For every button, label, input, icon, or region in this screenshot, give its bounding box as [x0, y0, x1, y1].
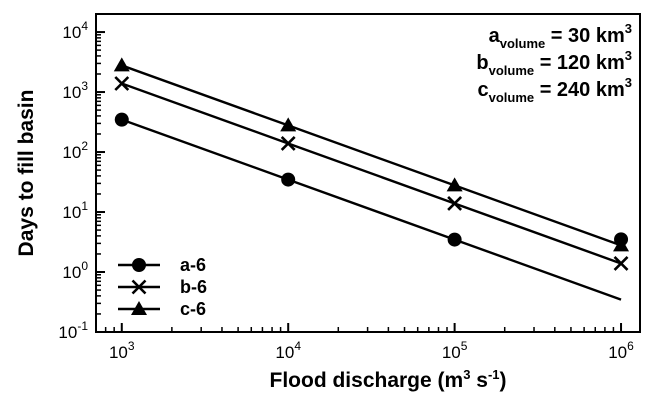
- legend-marker: [131, 301, 147, 315]
- x-axis: 103 104 105 106: [95, 323, 634, 362]
- x-axis-title: Flood discharge (m3 s-1): [270, 367, 507, 392]
- series-c-6: [113, 57, 630, 252]
- data-point: [113, 57, 130, 72]
- data-point: [114, 76, 130, 91]
- x-tick-label: 105: [442, 339, 468, 362]
- data-point: [613, 237, 630, 252]
- y-tick-label: 104: [62, 19, 88, 42]
- legend-item-a-6: a-6: [118, 255, 206, 275]
- legend-item-b-6: b-6: [118, 277, 207, 297]
- y-tick-label: 10-1: [58, 319, 88, 342]
- legend-label: a-6: [180, 255, 206, 275]
- legend-marker: [132, 258, 146, 272]
- series-line: [121, 64, 622, 247]
- legend: a-6b-6c-6: [118, 255, 207, 319]
- x-axis-title-main: Flood discharge (m: [270, 369, 464, 392]
- volume-annotation: cvolume = 240 km3: [478, 75, 633, 105]
- x-tick-label: 106: [608, 339, 634, 362]
- legend-marker: [131, 279, 147, 295]
- legend-label: b-6: [180, 277, 207, 297]
- volume-annotation: bvolume = 120 km3: [476, 48, 632, 78]
- series-layer: [113, 57, 630, 301]
- series-line: [121, 82, 622, 265]
- data-point: [447, 196, 463, 211]
- legend-label: c-6: [180, 299, 206, 319]
- data-point: [114, 112, 129, 127]
- x-axis-title-sup1: 3: [463, 367, 470, 382]
- x-axis-title-sup2: -1: [488, 367, 500, 382]
- x-tick-label: 104: [275, 339, 301, 362]
- x-axis-title-end: ): [500, 369, 507, 392]
- y-tick-label: 101: [62, 199, 88, 222]
- series-b-6: [114, 76, 629, 271]
- series-line: [121, 118, 622, 301]
- series-a-6: [114, 112, 629, 301]
- data-point: [280, 136, 296, 151]
- data-point: [446, 177, 463, 192]
- data-point: [281, 172, 296, 187]
- y-tick-label: 103: [62, 79, 88, 102]
- y-tick-label: 100: [62, 259, 88, 282]
- x-tick-label: 103: [109, 339, 135, 362]
- data-point: [447, 232, 462, 247]
- y-tick-label: 102: [62, 139, 88, 162]
- y-axis-title: Days to fill basin: [15, 90, 38, 257]
- data-point: [280, 117, 297, 132]
- volume-annotation: avolume = 30 km3: [489, 21, 632, 51]
- legend-item-c-6: c-6: [118, 299, 206, 319]
- y-axis: 10-1 100 101 102 103 104: [58, 13, 105, 342]
- x-axis-title-mid: s: [470, 369, 488, 392]
- data-point: [613, 256, 629, 271]
